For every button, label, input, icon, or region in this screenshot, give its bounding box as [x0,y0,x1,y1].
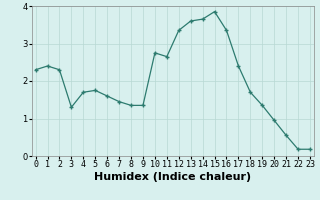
X-axis label: Humidex (Indice chaleur): Humidex (Indice chaleur) [94,172,252,182]
